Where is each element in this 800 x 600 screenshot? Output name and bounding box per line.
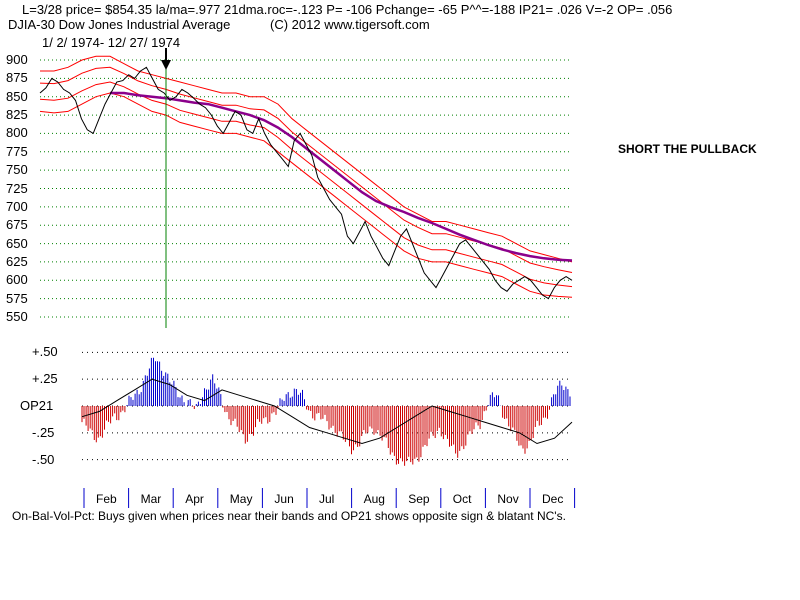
month-label: Aug xyxy=(363,492,385,506)
date-range: 1/ 2/ 1974- 12/ 27/ 1974 xyxy=(42,35,181,50)
moving-average xyxy=(110,91,573,262)
op21-trend-path xyxy=(81,378,573,445)
djia-price-line xyxy=(39,66,573,300)
price-tick-label: 750 xyxy=(6,162,28,178)
price-tick-label: 875 xyxy=(6,70,28,86)
month-label: Jun xyxy=(274,492,294,506)
month-label: May xyxy=(229,492,253,506)
month-ticks xyxy=(83,488,576,508)
footer-note: On-Bal-Vol-Pct: Buys given when prices n… xyxy=(12,509,566,523)
price-grid xyxy=(40,59,572,318)
status-line: L=3/28 price= $854.35 la/ma=.977 21dma.r… xyxy=(22,2,673,17)
month-label: Sep xyxy=(408,492,430,506)
price-tick-label: 675 xyxy=(6,217,28,233)
op21-tick-label: +.25 xyxy=(32,371,58,387)
op21-tick-label: +.50 xyxy=(32,344,58,360)
copyright: (C) 2012 www.tigersoft.com xyxy=(270,17,430,32)
month-label: Apr xyxy=(185,492,204,506)
down-arrow-icon xyxy=(161,60,171,70)
op21-tick-label: OP21 xyxy=(20,398,54,413)
pullback-marker xyxy=(161,48,171,328)
price-tick-label: 775 xyxy=(6,143,28,159)
op21-bars xyxy=(81,357,571,466)
price-tick-label: 600 xyxy=(6,272,28,288)
price-tick-label: 550 xyxy=(6,309,28,324)
month-label: Feb xyxy=(96,492,117,506)
op21-trend-line xyxy=(81,378,573,445)
month-label: Mar xyxy=(140,492,162,506)
index-label: DJIA-30 Dow Jones Industrial Average xyxy=(8,17,231,32)
price-line xyxy=(39,66,573,300)
price-tick-label: 700 xyxy=(6,198,28,214)
month-label: Nov xyxy=(497,492,519,506)
inner-lower-band xyxy=(39,81,573,288)
op21-tick-label: -.25 xyxy=(32,424,55,440)
price-tick-label: 800 xyxy=(6,125,28,141)
price-tick-label: 725 xyxy=(6,180,28,196)
month-label: Dec xyxy=(542,492,564,506)
price-tick-label: 575 xyxy=(6,290,28,306)
price-tick-label: 625 xyxy=(6,253,28,269)
price-tick-label: 650 xyxy=(6,235,28,251)
short-the-pullback-annotation: SHORT THE PULLBACK xyxy=(618,142,757,156)
lower-band xyxy=(39,92,573,298)
price-tick-label: 850 xyxy=(6,88,28,104)
month-label: Jul xyxy=(319,492,335,506)
price-tick-label: 825 xyxy=(6,107,28,123)
price-tick-label: 900 xyxy=(6,52,28,67)
month-label: Oct xyxy=(452,492,472,506)
upper-band xyxy=(40,55,573,263)
op21-tick-label: -.50 xyxy=(32,451,55,467)
moving-average-line xyxy=(110,91,573,262)
